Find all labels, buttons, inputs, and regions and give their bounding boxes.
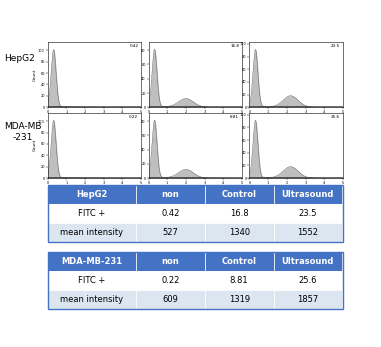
Text: 0.42: 0.42 — [129, 44, 138, 48]
Bar — [205, 290, 274, 309]
Text: 0.42: 0.42 — [161, 209, 180, 218]
Text: FITC +: FITC + — [78, 276, 106, 285]
Text: 1340: 1340 — [229, 228, 250, 237]
Text: Ultrasound: Ultrasound — [282, 190, 334, 199]
Bar — [136, 271, 205, 290]
Text: HepG2: HepG2 — [4, 54, 35, 64]
X-axis label: FITC: FITC — [292, 186, 301, 191]
Bar — [274, 185, 342, 204]
Bar — [274, 223, 342, 242]
Text: Control: Control — [222, 190, 257, 199]
Text: 0.22: 0.22 — [161, 276, 180, 285]
Bar — [48, 290, 136, 309]
Bar — [274, 271, 342, 290]
Text: 16.8: 16.8 — [230, 44, 239, 48]
Text: MDA-MB
-231: MDA-MB -231 — [4, 122, 41, 142]
Text: mean intensity: mean intensity — [60, 228, 123, 237]
Bar — [136, 223, 205, 242]
Text: MDA-MB-231: MDA-MB-231 — [61, 257, 122, 266]
Text: 8.81: 8.81 — [230, 276, 248, 285]
Bar — [274, 252, 342, 271]
Text: 1319: 1319 — [229, 295, 250, 304]
Bar — [48, 252, 136, 271]
Bar — [48, 223, 136, 242]
Text: 0.22: 0.22 — [129, 115, 138, 119]
Bar — [274, 204, 342, 223]
X-axis label: FITC: FITC — [191, 186, 200, 191]
Y-axis label: Count: Count — [33, 68, 37, 81]
Text: 23.5: 23.5 — [299, 209, 317, 218]
Bar — [136, 290, 205, 309]
Bar — [205, 223, 274, 242]
Text: 527: 527 — [163, 228, 178, 237]
Text: mean intensity: mean intensity — [60, 295, 123, 304]
Bar — [48, 271, 136, 290]
Text: Control: Control — [222, 257, 257, 266]
Text: 609: 609 — [163, 295, 178, 304]
Text: 1552: 1552 — [297, 228, 319, 237]
Text: non: non — [162, 190, 179, 199]
Bar — [274, 290, 342, 309]
Bar — [136, 204, 205, 223]
Text: Ultrasound: Ultrasound — [282, 257, 334, 266]
Bar — [48, 204, 136, 223]
Text: HepG2: HepG2 — [76, 190, 107, 199]
Text: 25.6: 25.6 — [299, 276, 317, 285]
Text: 16.8: 16.8 — [230, 209, 248, 218]
Text: 25.6: 25.6 — [331, 115, 340, 119]
Bar — [205, 185, 274, 204]
Text: non: non — [162, 257, 179, 266]
Bar — [205, 252, 274, 271]
Bar — [48, 185, 136, 204]
Bar — [205, 271, 274, 290]
X-axis label: FITC: FITC — [90, 186, 99, 191]
Text: 1857: 1857 — [297, 295, 319, 304]
Text: 23.5: 23.5 — [331, 44, 340, 48]
Bar — [205, 204, 274, 223]
Y-axis label: Count: Count — [33, 139, 37, 152]
Text: FITC +: FITC + — [78, 209, 106, 218]
Bar — [136, 252, 205, 271]
Text: 8.81: 8.81 — [230, 115, 239, 119]
Bar — [136, 185, 205, 204]
